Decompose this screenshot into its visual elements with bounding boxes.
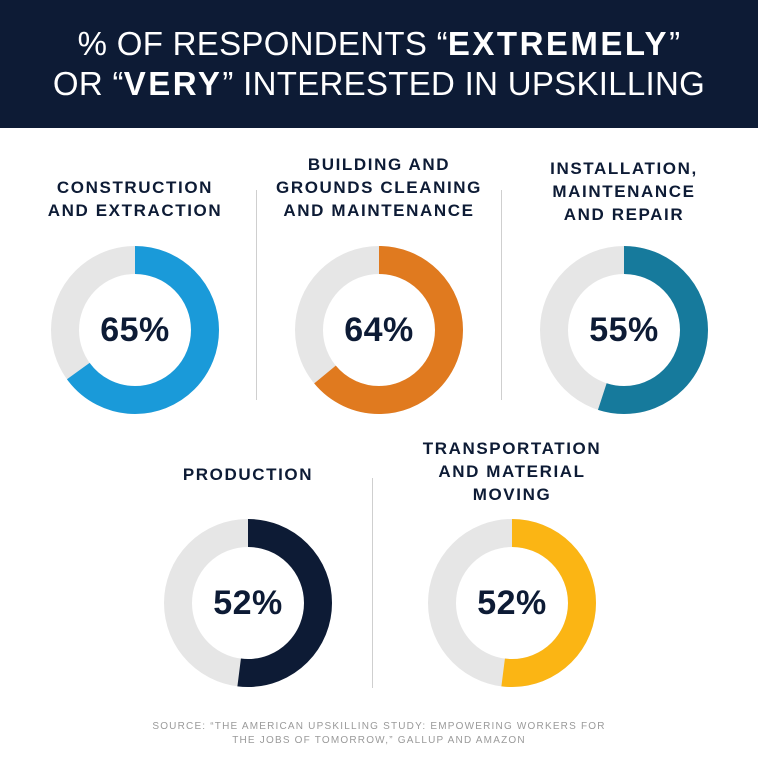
title-line-1: % OF RESPONDENTS “EXTREMELY”: [78, 24, 681, 64]
category-label-line: AND REPAIR: [563, 205, 685, 224]
donut-chart-transportation: 52%: [427, 518, 597, 688]
category-label-line: TRANSPORTATION: [422, 439, 602, 458]
category-label-production: PRODUCTION: [130, 463, 366, 486]
vertical-divider: [501, 190, 502, 400]
donut-svg: [295, 246, 463, 414]
chart-panel-production: PRODUCTION 52%: [130, 440, 366, 700]
category-label-line: AND EXTRACTION: [47, 201, 223, 220]
category-label-line: AND MAINTENANCE: [283, 201, 475, 220]
chart-panel-transportation: TRANSPORTATION AND MATERIAL MOVING 52%: [394, 437, 630, 700]
donut-svg: [51, 246, 219, 414]
title-emphasis-extremely: EXTREMELY: [447, 25, 670, 62]
title-suffix-2: ” INTERESTED IN UPSKILLING: [222, 65, 706, 102]
donut-chart-building: 64%: [294, 245, 464, 415]
title-banner: % OF RESPONDENTS “EXTREMELY” OR “VERY” I…: [0, 0, 758, 128]
donut-svg: [540, 246, 708, 414]
category-label-building: BUILDING AND GROUNDS CLEANING AND MAINTE…: [260, 153, 498, 222]
source-line-2: THE JOBS OF TOMORROW,” GALLUP AND AMAZON: [232, 735, 526, 746]
donut-svg: [164, 519, 332, 687]
category-label-line: CONSTRUCTION: [56, 178, 214, 197]
vertical-divider: [372, 478, 373, 688]
category-label-line: MOVING: [472, 485, 552, 504]
category-label-construction: CONSTRUCTION AND EXTRACTION: [17, 176, 253, 222]
title-prefix-2: OR “: [52, 65, 124, 102]
category-label-line: AND MATERIAL: [438, 462, 586, 481]
donut-chart-construction: 65%: [50, 245, 220, 415]
vertical-divider: [256, 190, 257, 400]
percent-label-building: 64%: [344, 310, 414, 349]
chart-panel-building: BUILDING AND GROUNDS CLEANING AND MAINTE…: [260, 150, 498, 420]
donut-chart-installation: 55%: [539, 245, 709, 415]
percent-label-transportation: 52%: [477, 583, 547, 622]
donut-slice: [295, 246, 463, 414]
percent-label-production: 52%: [213, 583, 283, 622]
donut-slice: [540, 246, 708, 414]
donut-slice: [428, 519, 596, 687]
donut-chart-production: 52%: [163, 518, 333, 688]
title-suffix-1: ”: [669, 25, 681, 62]
donut-slice: [51, 246, 219, 414]
chart-panel-installation: INSTALLATION, MAINTENANCE AND REPAIR 55%: [505, 150, 743, 420]
source-line-1: SOURCE: “THE AMERICAN UPSKILLING STUDY: …: [152, 721, 606, 732]
percent-label-installation: 55%: [589, 310, 659, 349]
category-label-transportation: TRANSPORTATION AND MATERIAL MOVING: [394, 437, 630, 506]
category-label-line: BUILDING AND: [307, 155, 451, 174]
donut-slice: [164, 519, 332, 687]
chart-panel-construction: CONSTRUCTION AND EXTRACTION 65%: [17, 150, 253, 420]
donut-svg: [428, 519, 596, 687]
percent-label-construction: 65%: [100, 310, 170, 349]
category-label-line: PRODUCTION: [182, 465, 314, 484]
title-line-2: OR “VERY” INTERESTED IN UPSKILLING: [53, 64, 705, 104]
title-emphasis-very: VERY: [123, 65, 223, 102]
title-prefix-1: % OF RESPONDENTS “: [77, 25, 448, 62]
category-label-line: GROUNDS CLEANING: [276, 178, 482, 197]
source-note: SOURCE: “THE AMERICAN UPSKILLING STUDY: …: [0, 720, 758, 748]
category-label-line: INSTALLATION,: [550, 159, 698, 178]
category-label-line: MAINTENANCE: [552, 182, 696, 201]
category-label-installation: INSTALLATION, MAINTENANCE AND REPAIR: [505, 157, 743, 226]
